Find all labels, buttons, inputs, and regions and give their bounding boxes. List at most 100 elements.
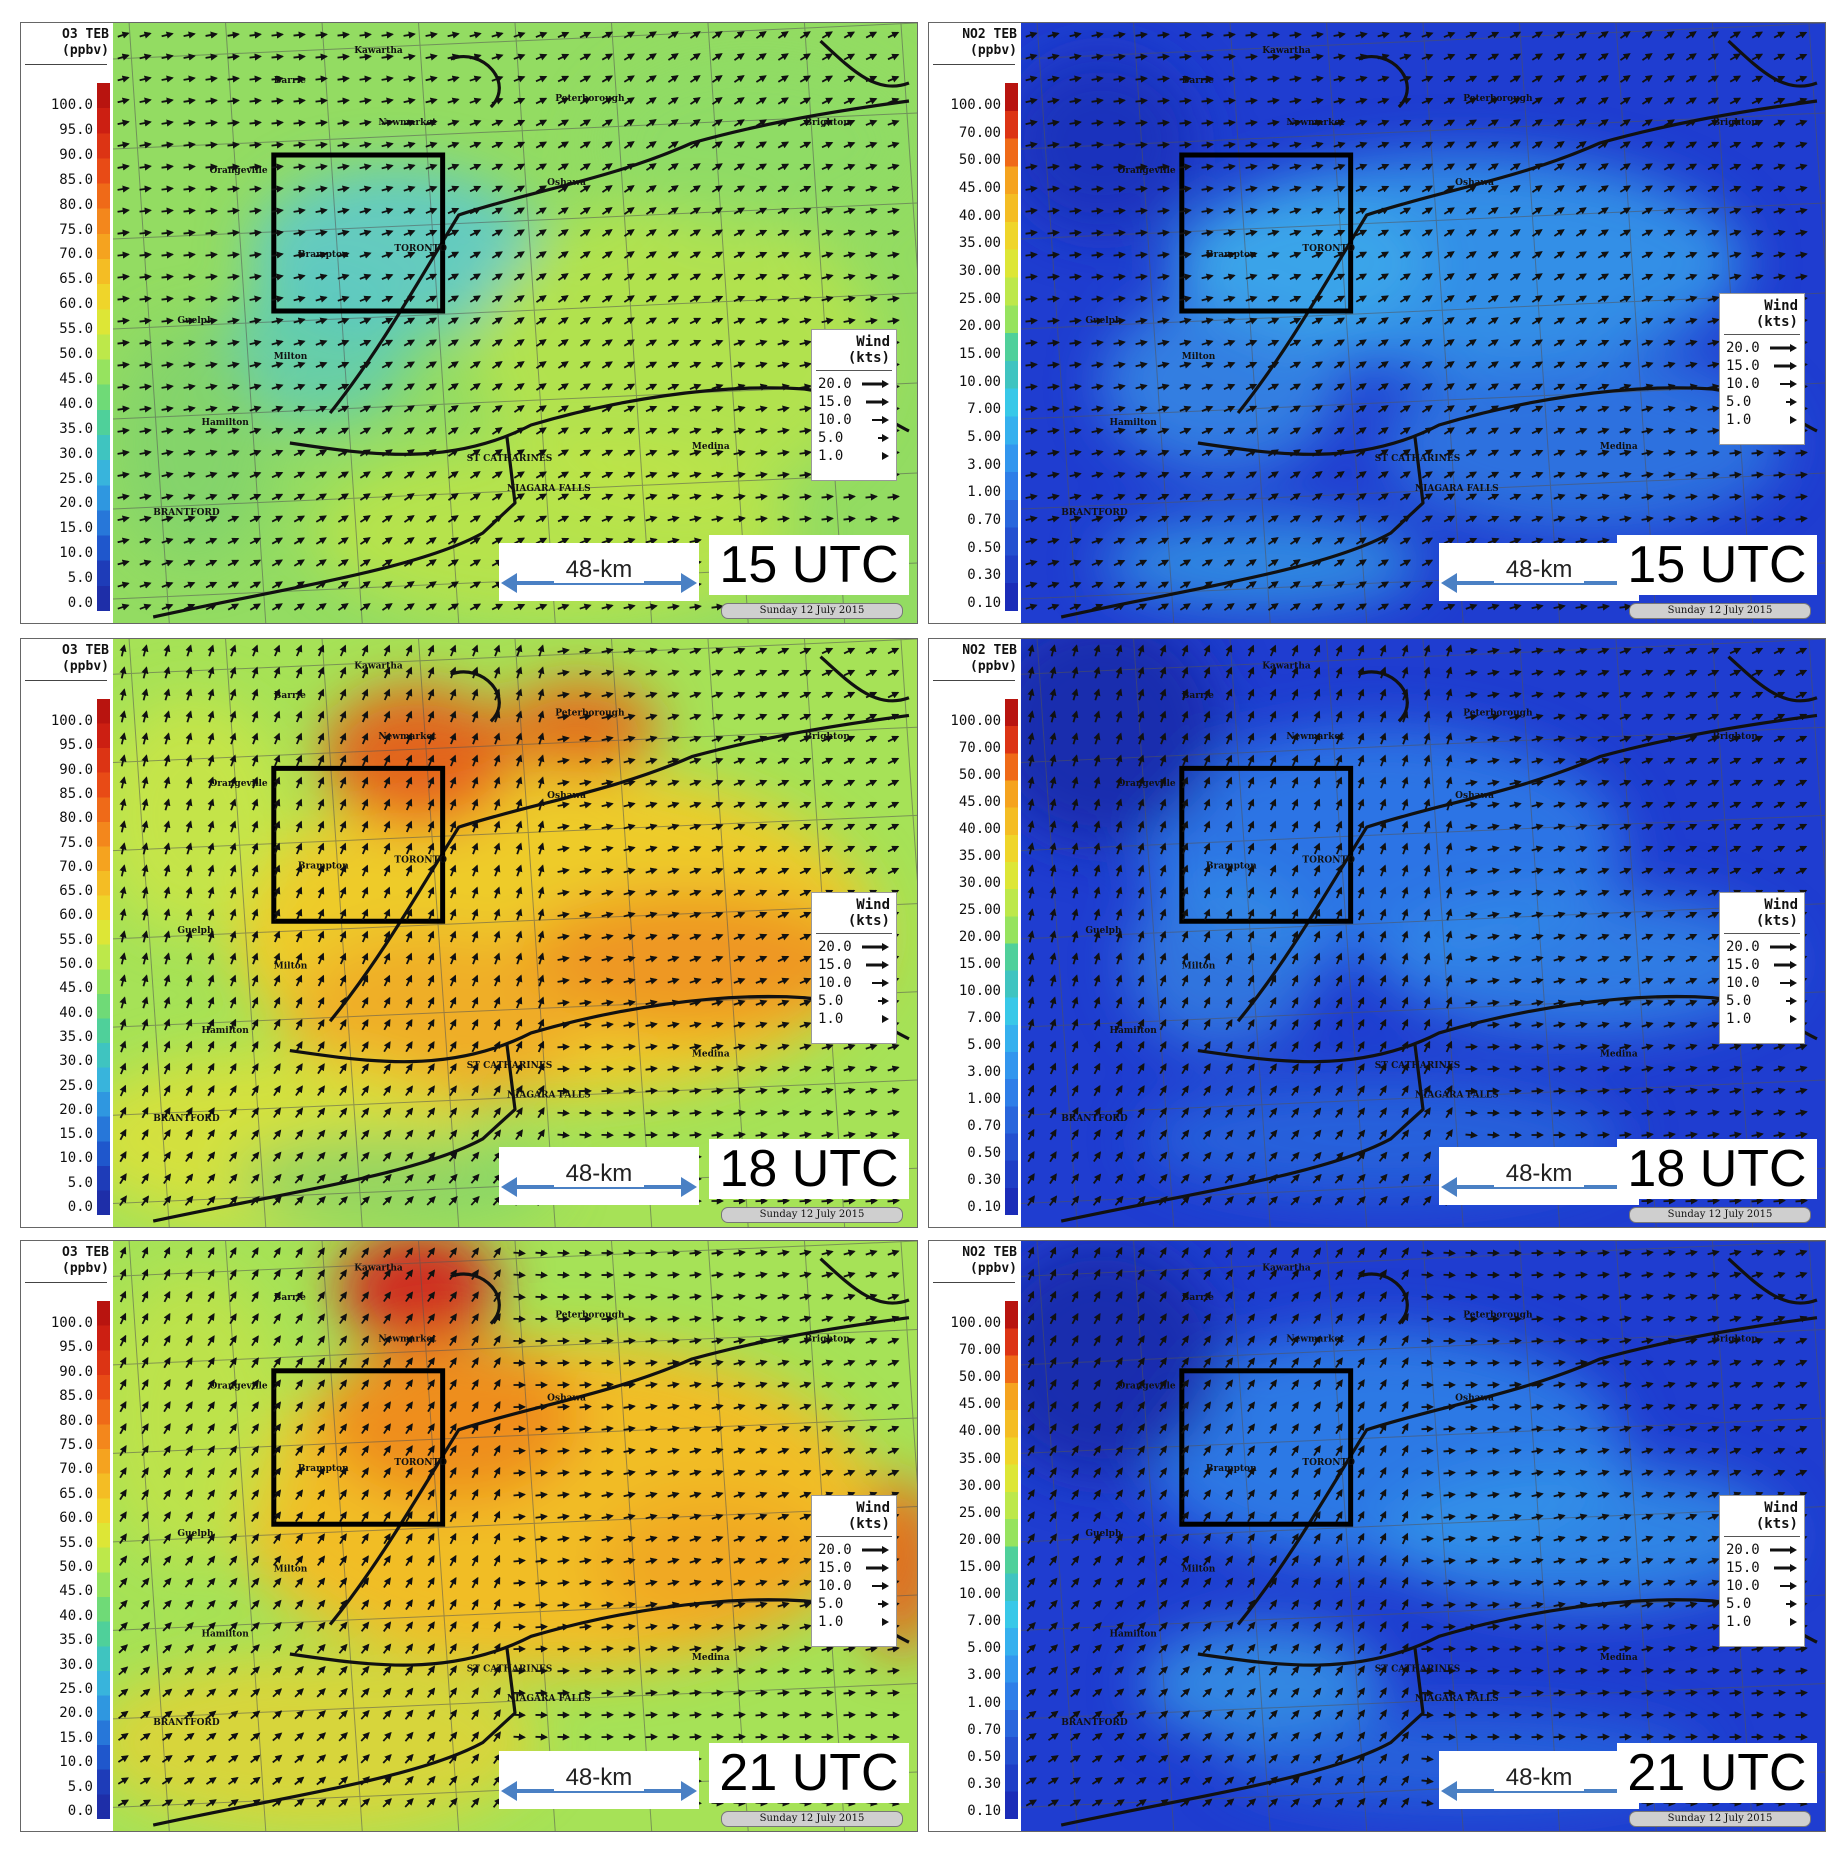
city-label-medina: Medina <box>692 1653 730 1663</box>
o3-panel-15utc: O3 TEB (ppbv) 100.0 95.0 90.0 85.0 80.0 75.0 70… <box>20 22 918 624</box>
colorbar-tick-label: 100.00 <box>950 97 1001 113</box>
city-label-brampton: Brampton <box>1206 250 1257 260</box>
colorbar-tick-label: 70.00 <box>958 740 1001 756</box>
colorbar-tick-label: 5.00 <box>967 1640 1001 1657</box>
colorbar-tick-label: 35.0 <box>59 420 93 437</box>
city-label-hamilton: Hamilton <box>201 1629 249 1639</box>
date-label: Sunday 12 July 2015 <box>721 1811 903 1827</box>
colorbar-tick-label: 60.0 <box>59 296 93 313</box>
city-label-brighton: Brighton <box>804 118 850 128</box>
wind-legend: Wind (kts) 20.0 15.0 10.0 5.0 1.0 <box>811 1494 897 1647</box>
scale-bar-label: 48-km <box>553 1161 644 1187</box>
city-label-milton: Milton <box>1182 961 1216 971</box>
colorbar-tick-label: 85.0 <box>59 1388 93 1405</box>
colorbar-tick-label: 0.30 <box>967 1775 1001 1792</box>
no2-concentration-map: TORONTO ST CATHARINES NIAGARA FALLS BRANTFO… <box>1021 23 1825 623</box>
colorbar-tick-label: 10.0 <box>59 1150 93 1167</box>
wind-legend-title: Wind (kts) <box>847 896 890 929</box>
utc-time-label: 21 UTC <box>1617 1743 1817 1803</box>
city-label-newmarket: Newmarket <box>378 1334 437 1344</box>
colorbar-tick-label: 95.0 <box>59 121 93 138</box>
city-label-milton: Milton <box>1182 352 1216 362</box>
wind-legend-title: Wind (kts) <box>1755 298 1798 330</box>
colorbar-tick-label: 85.0 <box>59 171 93 188</box>
wind-legend-row: 1.0 <box>1720 411 1804 429</box>
wind-legend-row: 15.0 <box>812 393 896 411</box>
colorbar-tick-label: 20.0 <box>59 1705 93 1722</box>
city-label-oshawa: Oshawa <box>1455 178 1494 188</box>
colorbar-tick-label: 25.0 <box>59 470 93 487</box>
colorbar-tick-label: 80.0 <box>59 810 93 827</box>
colorbar-tick-label: 50.0 <box>59 1559 93 1575</box>
wind-legend: Wind (kts) 20.0 15.0 10.0 5.0 1.0 <box>811 891 897 1044</box>
city-label-guelph: Guelph <box>177 316 214 326</box>
colorbar-tick-label: 50.0 <box>59 346 93 362</box>
colorbar-tick-label: 70.0 <box>59 1461 93 1478</box>
city-label-newmarket: Newmarket <box>1286 118 1345 128</box>
wind-legend-row: 15.0 <box>812 1559 896 1577</box>
colorbar-tick-label: 10.00 <box>958 983 1001 999</box>
o3-panel-18utc: O3 TEB (ppbv) 100.0 95.0 90.0 85.0 80.0 75.0 70… <box>20 638 918 1228</box>
city-label-brantford: BRANTFORD <box>1061 1114 1128 1124</box>
city-label-milton: Milton <box>1182 1564 1216 1574</box>
colorbar-tick-label: 40.00 <box>958 207 1001 224</box>
city-label-barrie: Barrie <box>274 691 306 701</box>
colorbar-tick-label: 30.00 <box>958 875 1001 891</box>
no2-panel-18utc: NO2 TEB (ppbv) 100.00 70.00 50.00 45.00 40.00… <box>928 638 1826 1228</box>
scale-bar-label: 48-km <box>1494 1765 1585 1791</box>
wind-legend-row: 5.0 <box>1720 992 1804 1010</box>
wind-legend-row: 5.0 <box>812 1595 896 1613</box>
o3-map: TORONTO ST CATHARINES NIAGARA FALLS BRANTFO… <box>113 23 917 623</box>
city-label-barrie: Barrie <box>1182 691 1214 701</box>
city-label-milton: Milton <box>274 352 308 362</box>
colorbar-tick-label: 65.0 <box>59 1485 93 1502</box>
colorbar-labels: 100.0 95.0 90.0 85.0 80.0 75.0 70.0 65.0 60.0 55.… <box>21 83 93 611</box>
colorbar-tick-label: 30.00 <box>958 1477 1001 1494</box>
colorbar-tick-label: 50.00 <box>958 767 1001 783</box>
city-label-brampton: Brampton <box>1206 1464 1257 1474</box>
wind-legend-row: 1.0 <box>812 1010 896 1028</box>
colorbar-tick-label: 0.0 <box>67 595 93 611</box>
colorbar-tick-label: 100.00 <box>950 1315 1001 1331</box>
city-label-milton: Milton <box>274 1564 308 1574</box>
colorbar-tick-label: 75.0 <box>59 221 93 238</box>
colorbar-tick-label: 15.00 <box>958 1559 1001 1575</box>
colorbar-strip <box>1005 699 1018 1215</box>
colorbar-tick-label: 55.0 <box>59 931 93 948</box>
city-label-newmarket: Newmarket <box>378 118 437 128</box>
date-label: Sunday 12 July 2015 <box>721 603 903 619</box>
city-label-toronto: TORONTO <box>1302 1458 1355 1468</box>
colorbar-tick-label: 0.10 <box>967 1199 1001 1215</box>
date-label: Sunday 12 July 2015 <box>1629 603 1811 619</box>
colorbar-title: NO2 TEB (ppbv) <box>962 643 1017 674</box>
colorbar-tick-label: 60.0 <box>59 1510 93 1527</box>
date-label: Sunday 12 July 2015 <box>721 1207 903 1223</box>
city-label-medina: Medina <box>1600 442 1638 452</box>
wind-legend-row: 20.0 <box>812 375 896 393</box>
colorbar-tick-label: 25.00 <box>958 1504 1001 1521</box>
colorbar-tick-label: 30.0 <box>59 445 93 462</box>
colorbar-tick-label: 0.30 <box>967 567 1001 584</box>
wind-legend-row: 20.0 <box>1720 938 1804 956</box>
city-label-niagara-falls: NIAGARA FALLS <box>1415 1694 1499 1704</box>
city-label-barrie: Barrie <box>1182 1293 1214 1303</box>
city-label-niagara-falls: NIAGARA FALLS <box>1415 1091 1499 1101</box>
city-label-newmarket: Newmarket <box>1286 732 1345 742</box>
colorbar-labels: 100.00 70.00 50.00 45.00 40.00 35.00 30.00 25.0… <box>929 1301 1001 1819</box>
city-label-niagara-falls: NIAGARA FALLS <box>507 1694 591 1704</box>
wind-legend: Wind (kts) 20.0 15.0 10.0 5.0 1.0 <box>1719 1494 1805 1647</box>
colorbar-tick-label: 1.00 <box>967 1091 1001 1107</box>
colorbar-tick-label: 0.70 <box>967 1118 1001 1134</box>
city-label-milton: Milton <box>274 961 308 971</box>
colorbar-labels: 100.0 95.0 90.0 85.0 80.0 75.0 70.0 65.0 60.0 55.… <box>21 1301 93 1819</box>
colorbar-tick-label: 0.0 <box>67 1199 93 1215</box>
city-label-peterborough: Peterborough <box>1463 1311 1533 1321</box>
city-label-medina: Medina <box>1600 1653 1638 1663</box>
wind-legend-row: 1.0 <box>812 1613 896 1631</box>
city-label-oshawa: Oshawa <box>547 1393 586 1403</box>
colorbar-tick-label: 70.00 <box>958 1342 1001 1359</box>
colorbar-tick-label: 5.0 <box>67 1778 93 1795</box>
utc-time-label: 18 UTC <box>1617 1139 1817 1199</box>
colorbar-labels: 100.00 70.00 50.00 45.00 40.00 35.00 30.00 25.0… <box>929 699 1001 1215</box>
scale-bar: 48-km <box>1439 1751 1640 1809</box>
